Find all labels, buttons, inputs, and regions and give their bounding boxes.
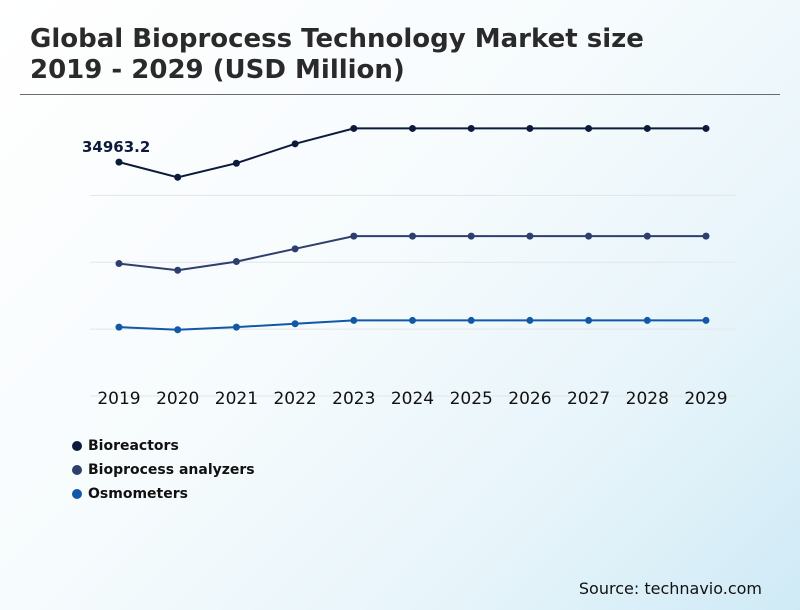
legend-marker-bioprocess-analyzers	[72, 465, 82, 475]
chart-legend: Bioreactors Bioprocess analyzers Osmomet…	[72, 434, 255, 506]
point-osmometers-2020	[174, 326, 182, 334]
x-tick-label-2027: 2027	[567, 389, 610, 409]
point-osmometers-2026	[526, 316, 534, 324]
point-bioprocess-analyzers-2021	[232, 258, 240, 266]
point-osmometers-2027	[585, 316, 593, 324]
chart-title-line2: 2019 - 2029 (USD Million)	[30, 55, 405, 85]
point-bioprocess-analyzers-2024	[409, 232, 416, 240]
point-osmometers-2019	[115, 323, 123, 331]
point-bioreactors-2025	[467, 124, 475, 132]
x-tick-label-2028: 2028	[626, 389, 669, 409]
point-bioreactors-2020	[174, 173, 182, 181]
legend-item-bioprocess-analyzers: Bioprocess analyzers	[72, 458, 255, 482]
point-bioreactors-2021	[232, 159, 240, 167]
point-bioprocess-analyzers-2023	[350, 232, 358, 240]
legend-item-osmometers: Osmometers	[72, 482, 255, 506]
point-bioreactors-2029	[702, 124, 710, 132]
point-bioprocess-analyzers-2020	[174, 266, 182, 274]
data-label-bioreactors-2019: 34963.2	[82, 138, 150, 156]
point-bioreactors-2026	[526, 124, 534, 132]
point-osmometers-2028	[643, 316, 651, 324]
x-tick-label-2024: 2024	[391, 389, 434, 409]
x-tick-label-2029: 2029	[684, 389, 727, 409]
point-bioreactors-2022	[291, 140, 299, 148]
point-bioreactors-2023	[350, 124, 358, 132]
point-bioreactors-2028	[643, 124, 651, 132]
point-bioprocess-analyzers-2029	[702, 232, 710, 240]
x-tick-label-2019: 2019	[97, 389, 140, 409]
x-tick-label-2021: 2021	[215, 389, 258, 409]
title-divider	[20, 94, 780, 95]
legend-item-bioreactors: Bioreactors	[72, 434, 255, 458]
legend-marker-bioreactors	[72, 441, 82, 451]
legend-marker-osmometers	[72, 489, 82, 499]
point-bioprocess-analyzers-2022	[291, 245, 299, 253]
point-bioreactors-2027	[585, 124, 593, 132]
x-tick-label-2022: 2022	[273, 389, 316, 409]
point-osmometers-2025	[467, 316, 475, 324]
point-bioreactors-2019	[115, 158, 123, 166]
point-osmometers-2023	[350, 316, 358, 324]
x-tick-label-2023: 2023	[332, 389, 375, 409]
point-bioprocess-analyzers-2019	[115, 260, 123, 268]
point-bioreactors-2024	[409, 124, 416, 132]
point-osmometers-2021	[232, 323, 240, 331]
source-note: Source: technavio.com	[578, 579, 762, 598]
point-bioprocess-analyzers-2026	[526, 232, 534, 240]
x-tick-label-2020: 2020	[156, 389, 199, 409]
point-osmometers-2022	[291, 320, 299, 328]
point-bioprocess-analyzers-2028	[643, 232, 651, 240]
point-bioprocess-analyzers-2027	[585, 232, 593, 240]
point-osmometers-2024	[409, 316, 416, 324]
legend-label-osmometers: Osmometers	[88, 486, 188, 502]
chart-title: Global Bioprocess Technology Market size…	[30, 24, 770, 86]
x-tick-label-2025: 2025	[450, 389, 493, 409]
series-line-bioprocess-analyzers	[118, 235, 706, 272]
point-osmometers-2029	[702, 316, 710, 324]
legend-label-bioreactors: Bioreactors	[88, 438, 179, 454]
point-bioprocess-analyzers-2025	[467, 232, 475, 240]
legend-label-bioprocess-analyzers: Bioprocess analyzers	[88, 462, 255, 478]
chart-title-line1: Global Bioprocess Technology Market size	[30, 24, 644, 54]
x-tick-label-2026: 2026	[508, 389, 551, 409]
series-line-bioreactors	[118, 127, 706, 179]
